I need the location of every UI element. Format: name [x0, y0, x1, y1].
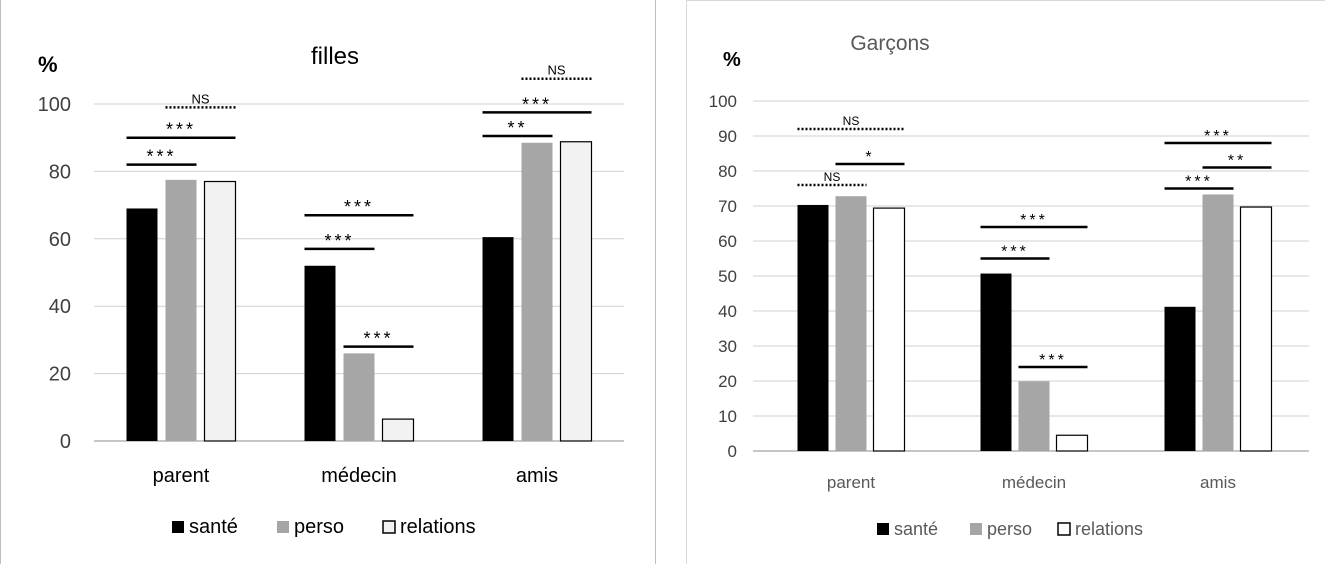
bar-médecin-santé — [304, 265, 336, 441]
legend-swatch-santé — [172, 521, 184, 533]
legend-label: santé — [189, 516, 238, 538]
legend-label: relations — [1075, 519, 1143, 539]
significance-label: NS — [547, 63, 565, 78]
chart-title: Garçons — [850, 32, 929, 55]
bar-médecin-relations — [1055, 434, 1089, 452]
bar-médecin-santé — [980, 273, 1012, 451]
significance-label: ** — [507, 118, 527, 138]
legend-swatch-santé — [877, 523, 889, 535]
significance-label: *** — [1039, 352, 1067, 369]
significance-label: *** — [344, 197, 374, 217]
legend-swatch-perso — [277, 521, 289, 533]
chart-panel-garcons: 0 10 20 30 40 50 60 70 80 90 100 Garçons% parent méde… — [686, 0, 1325, 564]
y-tick-label: 50 — [718, 267, 737, 286]
bar-parent-perso — [165, 179, 197, 441]
significance-label: NS — [843, 114, 860, 128]
significance-label: *** — [1001, 244, 1029, 261]
bar-amis-perso — [521, 142, 553, 441]
x-tick-label: amis — [1200, 473, 1236, 492]
bar-amis-relations — [1239, 206, 1273, 452]
chart-title: filles — [311, 43, 359, 70]
legend-swatch-relations — [382, 520, 396, 534]
bar-parent-santé — [797, 204, 829, 451]
y-tick-label: 40 — [49, 296, 71, 318]
bar-amis-santé — [482, 237, 514, 441]
x-tick-label: médecin — [321, 465, 397, 487]
significance-label: NS — [824, 170, 841, 184]
significance-label: ** — [1228, 153, 1246, 170]
legend-label: perso — [987, 519, 1032, 539]
bar-parent-santé — [126, 208, 158, 441]
y-tick-label: 10 — [718, 407, 737, 426]
x-tick-label: parent — [827, 473, 875, 492]
significance-label: *** — [363, 329, 393, 349]
significance-label: *** — [1185, 174, 1213, 191]
x-tick-label: amis — [516, 465, 558, 487]
y-tick-label: 70 — [718, 197, 737, 216]
legend-swatch-perso — [970, 523, 982, 535]
y-tick-label: 0 — [728, 442, 737, 461]
bar-médecin-relations — [381, 418, 415, 442]
significance-label: *** — [1204, 128, 1232, 145]
chart-panel-filles: 0 20 40 60 80 100 filles% parent médecin amis *** *… — [0, 0, 656, 564]
significance-label: *** — [1020, 212, 1048, 229]
bar-médecin-perso — [1018, 381, 1050, 451]
significance-label: *** — [146, 147, 176, 167]
y-tick-label: 0 — [60, 431, 71, 453]
y-axis-label: % — [38, 52, 58, 77]
significance-label: *** — [522, 94, 552, 114]
bar-médecin-perso — [343, 353, 375, 441]
significance-label: * — [865, 149, 874, 166]
y-tick-label: 30 — [718, 337, 737, 356]
y-tick-label: 100 — [709, 92, 737, 111]
y-tick-label: 60 — [718, 232, 737, 251]
significance-label: *** — [166, 120, 196, 140]
x-tick-label: médecin — [1002, 473, 1066, 492]
y-tick-label: 20 — [718, 372, 737, 391]
bar-parent-relations — [872, 207, 906, 452]
chart-garcons: 0 10 20 30 40 50 60 70 80 90 100 Garçons% parent méde… — [709, 32, 1309, 539]
x-tick-label: parent — [153, 465, 210, 487]
bar-amis-perso — [1202, 194, 1234, 451]
significance-label: *** — [324, 231, 354, 251]
y-tick-label: 100 — [38, 94, 71, 116]
bar-amis-santé — [1164, 306, 1196, 451]
legend-swatch-relations — [1057, 522, 1071, 536]
y-tick-label: 90 — [718, 127, 737, 146]
y-tick-label: 60 — [49, 229, 71, 251]
y-tick-label: 80 — [49, 161, 71, 183]
bar-parent-relations — [203, 180, 237, 442]
y-tick-label: 20 — [49, 364, 71, 386]
y-axis-label: % — [723, 49, 741, 71]
legend-label: santé — [894, 519, 938, 539]
bar-amis-relations — [559, 141, 593, 442]
bar-parent-perso — [835, 196, 867, 451]
legend-label: relations — [400, 516, 476, 538]
y-tick-label: 40 — [718, 302, 737, 321]
significance-label: NS — [191, 91, 209, 106]
y-tick-label: 80 — [718, 162, 737, 181]
legend-label: perso — [294, 516, 344, 538]
